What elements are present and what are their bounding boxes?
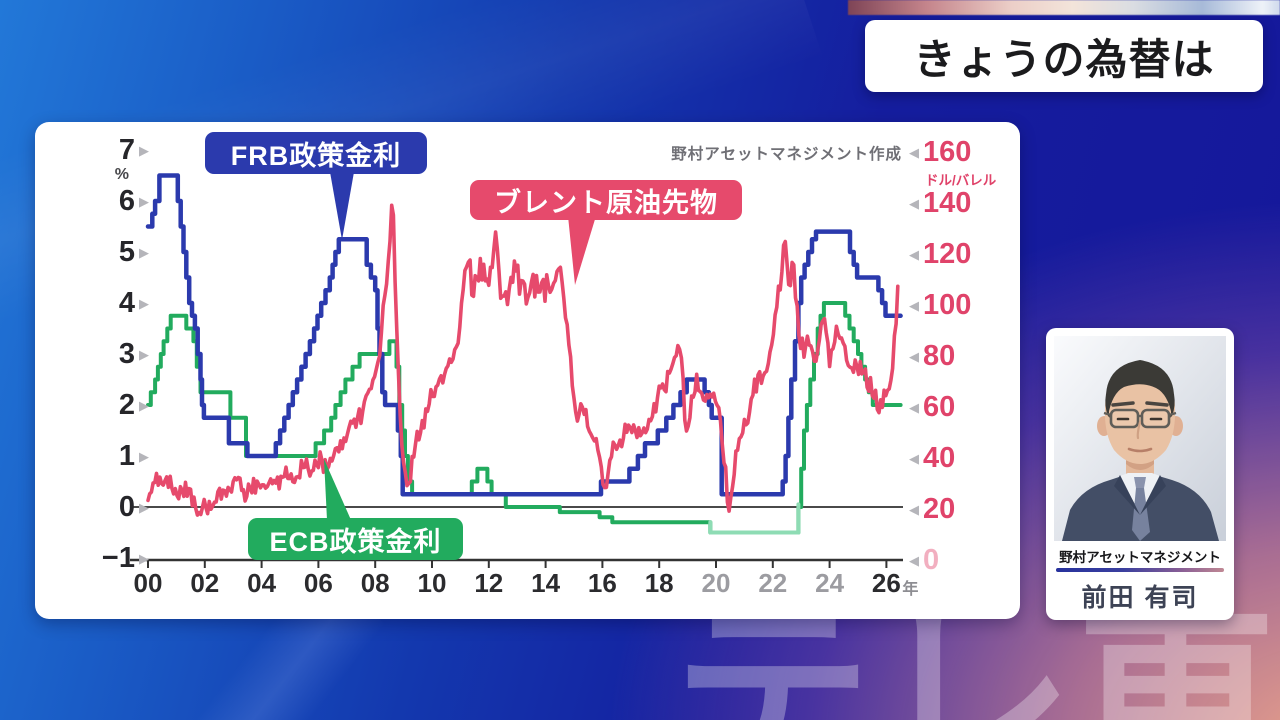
right-triangle-icon: ▶ <box>139 448 149 464</box>
left-triangle-icon: ◀ <box>909 501 919 517</box>
left-axis-unit: % <box>114 166 129 183</box>
x-axis-year-suffix: 年 <box>902 581 919 598</box>
x-axis-label: 24 <box>815 568 845 598</box>
x-axis-label: 20 <box>701 568 731 598</box>
title-banner: きょうの為替は <box>865 20 1263 92</box>
ecb-series-label: ECB政策金利 <box>248 518 463 560</box>
right-triangle-icon: ▶ <box>139 346 149 362</box>
right-triangle-icon: ▶ <box>139 397 149 413</box>
left-triangle-icon: ◀ <box>909 246 919 262</box>
x-axis-label: 06 <box>303 568 333 598</box>
right-axis-tick: ◀ 100 <box>909 288 972 321</box>
commentator-org: 野村アセットマネジメント <box>1059 550 1221 565</box>
left-axis-tick: 5 ▶ <box>118 235 149 268</box>
left-triangle-icon: ◀ <box>909 552 919 568</box>
right-triangle-icon: ▶ <box>139 142 149 158</box>
left-triangle-icon: ◀ <box>909 450 919 466</box>
right-axis-tick: ◀ 160 <box>909 135 972 168</box>
left-axis-tick: −1 ▶ <box>101 541 149 574</box>
x-axis-label: 02 <box>190 568 220 598</box>
right-axis-tick: ◀ 20 <box>909 492 956 525</box>
left-axis-tick: 0 ▶ <box>118 490 149 523</box>
right-triangle-icon: ▶ <box>139 499 149 515</box>
x-axis-label: 12 <box>474 568 504 598</box>
right-axis-unit: ドル/バレル <box>925 173 997 188</box>
x-axis-label: 10 <box>417 568 447 598</box>
title-text: きょうの為替は <box>913 35 1215 83</box>
brent-series-label: ブレント原油先物 <box>470 180 742 220</box>
left-triangle-icon: ◀ <box>909 144 919 160</box>
commentator-name: 前田 有司 <box>1081 584 1199 612</box>
left-triangle-icon: ◀ <box>909 195 919 211</box>
x-axis-label: 08 <box>360 568 390 598</box>
x-axis-label: 18 <box>644 568 674 598</box>
left-triangle-icon: ◀ <box>909 297 919 313</box>
x-axis-label: 16 <box>587 568 617 598</box>
chart-credit: 野村アセットマネジメント作成 <box>671 146 902 163</box>
left-triangle-icon: ◀ <box>909 399 919 415</box>
card-divider <box>1056 568 1224 572</box>
left-axis-tick: 6 ▶ <box>118 184 149 217</box>
left-axis-tick: 2 ▶ <box>118 388 149 421</box>
frb-series-label: FRB政策金利 <box>205 132 427 174</box>
left-axis-tick: 3 ▶ <box>118 337 149 370</box>
right-axis-tick: ◀ 120 <box>909 237 972 270</box>
portrait-illustration <box>1054 336 1226 541</box>
commentator-photo <box>1054 336 1226 541</box>
left-axis-tick: 4 ▶ <box>118 286 149 319</box>
x-axis-label: 22 <box>758 568 788 598</box>
chart-panel: 野村アセットマネジメント作成 % ドル/バレル 7 ▶ 6 ▶ 5 ▶ 4 ▶ 3 ▶ 2 ▶ 1 ▶ 0 ▶… <box>35 122 1020 619</box>
right-axis-tick: ◀ 60 <box>909 390 956 423</box>
right-axis-tick: ◀ 140 <box>909 186 972 219</box>
x-axis-label: 14 <box>531 568 561 598</box>
left-axis-tick: 7 ▶ <box>118 133 149 166</box>
commentator-card: 野村アセットマネジメント 前田 有司 <box>1046 328 1234 620</box>
x-axis-label: 00 <box>133 568 163 598</box>
right-axis-tick: ◀ 80 <box>909 339 956 372</box>
right-triangle-icon: ▶ <box>139 244 149 260</box>
rates-oil-chart <box>130 172 903 568</box>
top-light-streak <box>848 0 1280 15</box>
x-axis-label: 04 <box>247 568 277 598</box>
right-triangle-icon: ▶ <box>139 550 149 566</box>
right-triangle-icon: ▶ <box>139 193 149 209</box>
right-triangle-icon: ▶ <box>139 295 149 311</box>
left-axis-tick: 1 ▶ <box>118 439 149 472</box>
left-triangle-icon: ◀ <box>909 348 919 364</box>
right-axis-tick: ◀ 40 <box>909 441 956 474</box>
x-axis-label: 26 <box>871 568 901 598</box>
right-axis-tick: ◀ 0 <box>909 543 940 576</box>
